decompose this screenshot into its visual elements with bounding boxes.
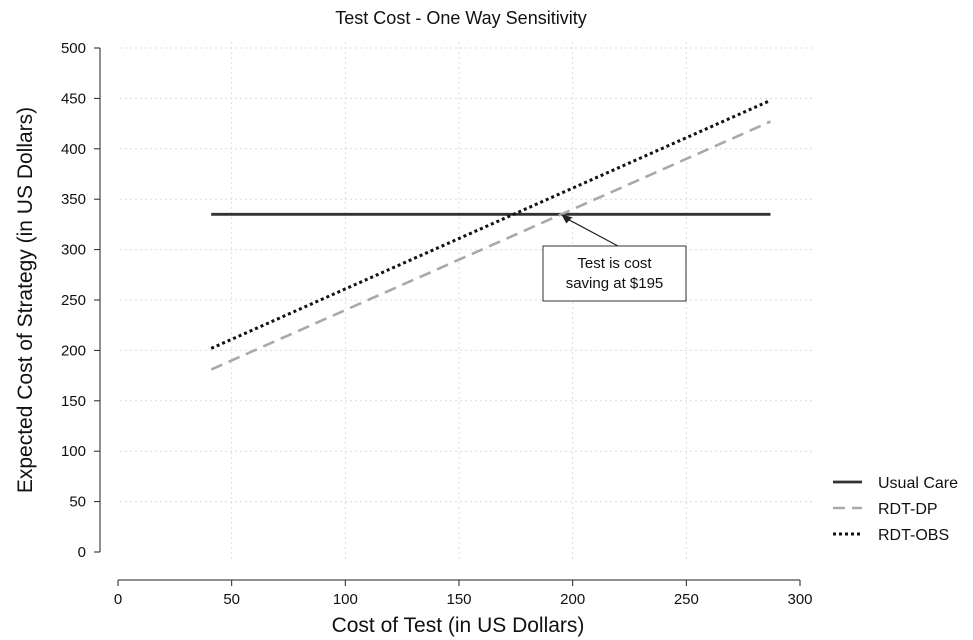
series-line-rdt-dp [210,120,771,371]
legend-label: RDT-DP [878,501,938,518]
y-tick-label: 50 [69,494,86,511]
chart-title: Test Cost - One Way Sensitivity [335,8,586,28]
annotation-arrow-line [564,216,619,247]
x-axis-label: Cost of Test (in US Dollars) [332,614,585,637]
legend-label: RDT-OBS [878,527,949,544]
grid [120,42,812,562]
legend: Usual Care RDT-DP RDT-OBS [833,475,958,544]
x-tick-label: 100 [333,591,358,608]
y-tick-label: 450 [61,90,86,107]
y-tick-label: 300 [61,242,86,259]
y-tick-label: 400 [61,141,86,158]
y-tick-label: 100 [61,443,86,460]
x-tick-label: 300 [787,591,812,608]
x-tick-label: 50 [223,591,240,608]
annotation-box [542,245,687,302]
annotation-arrowhead [561,214,573,224]
x-tick-label: 200 [560,591,585,608]
y-tick-label: 250 [61,292,86,309]
y-axis-label: Expected Cost of Strategy (in US Dollars… [14,107,37,493]
axes: 0 50 100 150 200 250 300 350 400 450 500 0 50 100 150 2… [61,40,813,608]
x-tick-label: 250 [674,591,699,608]
y-tick-label: 350 [61,191,86,208]
x-tick-label: 0 [114,591,122,608]
annotation: Test is cost saving at $195 [542,214,687,302]
annotation-text-line: saving at $195 [566,275,664,292]
annotation-text-line: Test is cost [577,255,652,272]
y-tick-label: 0 [78,544,86,561]
y-tick-label: 200 [61,342,86,359]
y-tick-label: 500 [61,40,86,57]
legend-label: Usual Care [878,475,958,492]
series-lines [210,99,772,371]
x-tick-label: 150 [446,591,471,608]
y-tick-label: 150 [61,393,86,410]
